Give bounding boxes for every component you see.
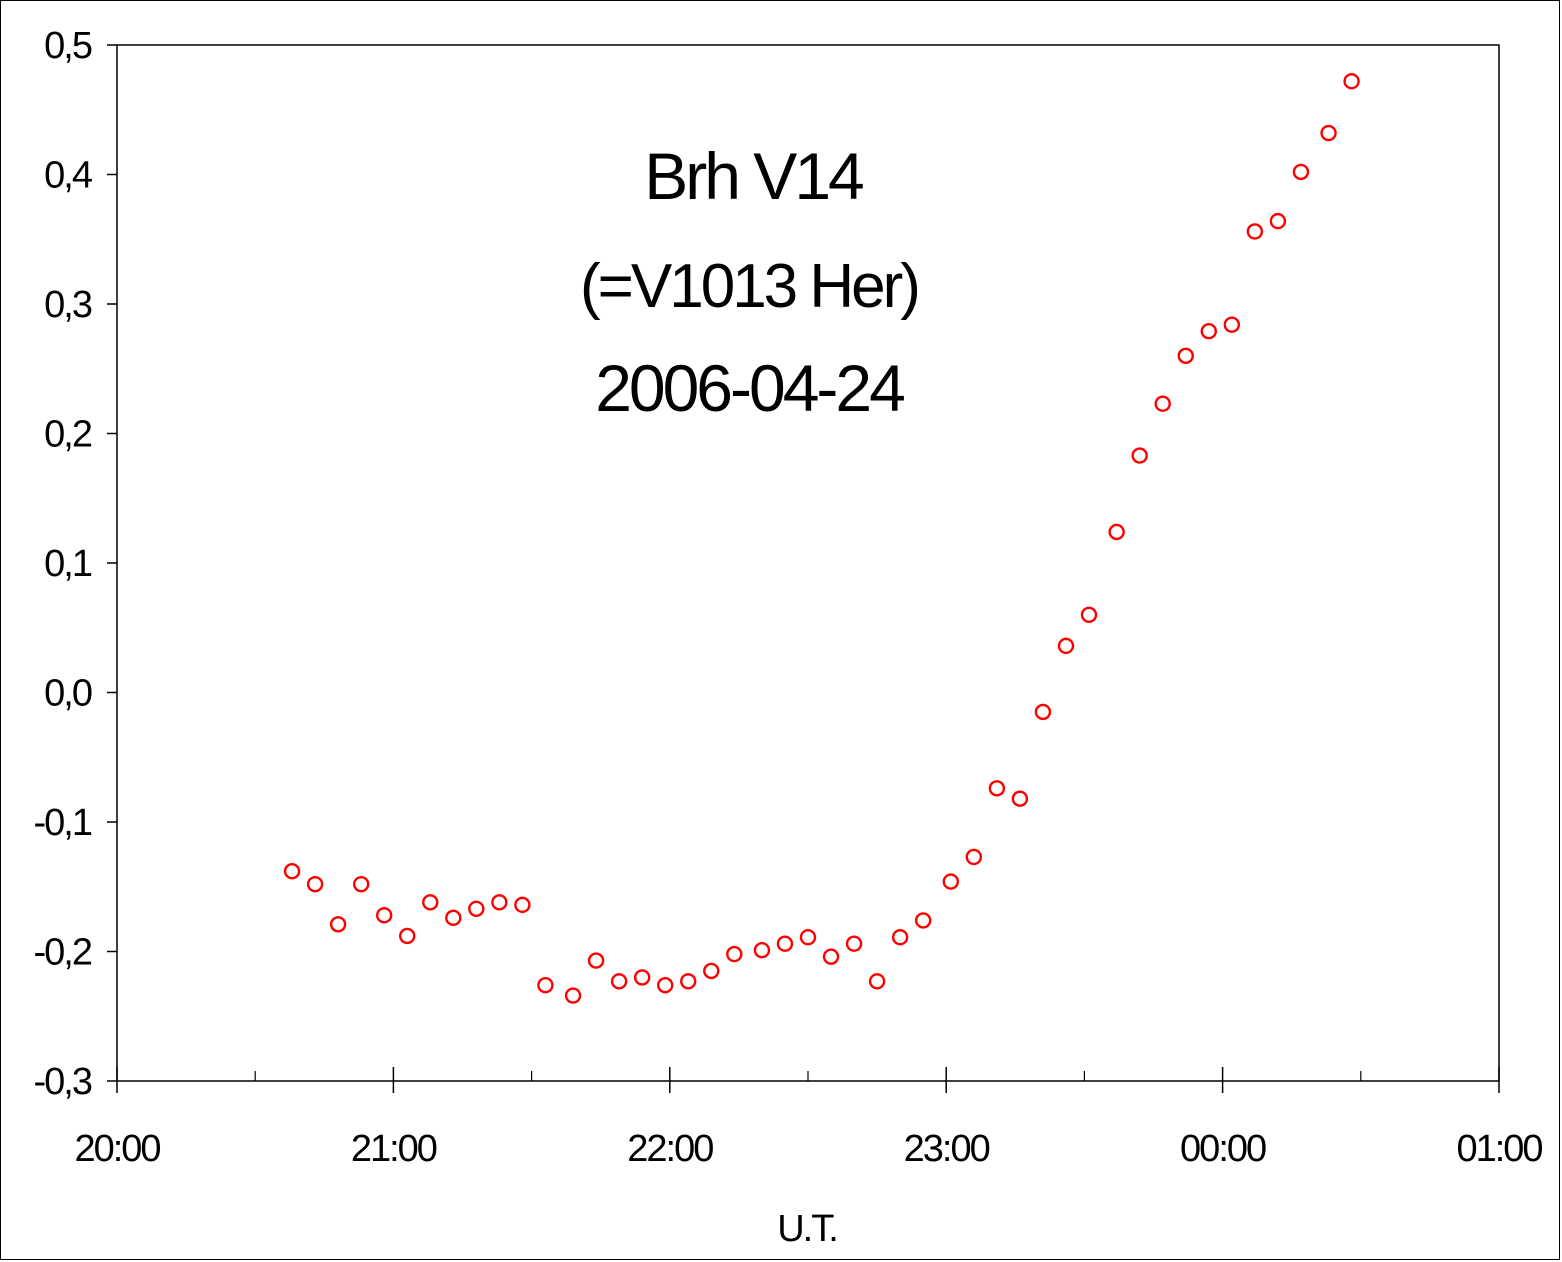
data-point bbox=[965, 848, 983, 866]
data-points bbox=[283, 73, 1360, 1004]
data-point bbox=[656, 976, 674, 994]
y-tick-label: 0,0 bbox=[44, 673, 92, 715]
y-tick-label: -0,2 bbox=[34, 932, 92, 974]
x-tick-label: 01:00 bbox=[1456, 1128, 1542, 1170]
chart-date: 2006-04-24 bbox=[595, 351, 904, 425]
data-point bbox=[845, 935, 863, 952]
data-point bbox=[283, 863, 301, 880]
data-point bbox=[703, 962, 720, 980]
data-point bbox=[776, 935, 794, 952]
data-point bbox=[680, 973, 697, 990]
y-tick-label: -0,1 bbox=[34, 802, 92, 844]
data-point bbox=[399, 927, 416, 945]
data-point bbox=[422, 894, 439, 911]
data-point bbox=[306, 875, 324, 893]
data-point bbox=[1131, 447, 1148, 464]
x-axis-label: U.T. bbox=[777, 1208, 837, 1250]
data-point bbox=[1246, 223, 1264, 240]
data-point bbox=[1154, 395, 1171, 412]
data-point bbox=[514, 896, 531, 914]
data-point bbox=[988, 780, 1006, 797]
data-point bbox=[1292, 163, 1310, 181]
data-point bbox=[587, 952, 605, 969]
chart-title: Brh V14 bbox=[644, 139, 863, 213]
data-point bbox=[610, 973, 628, 990]
data-point bbox=[1269, 212, 1287, 230]
y-tick-label: 0,5 bbox=[44, 25, 92, 67]
data-point bbox=[942, 873, 960, 890]
data-point bbox=[1057, 637, 1075, 655]
y-tick-label: 0,1 bbox=[44, 543, 92, 585]
data-point bbox=[1177, 347, 1194, 364]
data-point bbox=[1011, 790, 1029, 807]
x-tick-label: 22:00 bbox=[627, 1128, 713, 1170]
data-point bbox=[1343, 73, 1360, 90]
data-point bbox=[891, 929, 909, 946]
data-point bbox=[468, 900, 485, 917]
data-point bbox=[1108, 523, 1125, 541]
data-point bbox=[445, 909, 462, 927]
data-point bbox=[352, 875, 370, 893]
data-point bbox=[868, 973, 886, 990]
y-axis: 0,5 0,4 0,3 0,2 0,1 0,0 -0,1 -0,2 -0,3 bbox=[34, 25, 117, 1103]
plot-area bbox=[116, 44, 1500, 1082]
y-tick-label: -0,3 bbox=[34, 1061, 92, 1103]
x-axis: 20:00 21:00 22:00 23:00 00:00 01:00 bbox=[74, 1067, 1544, 1170]
data-point bbox=[822, 948, 840, 965]
y-tick-label: 0,2 bbox=[44, 414, 92, 456]
data-point bbox=[914, 912, 932, 929]
data-point bbox=[1034, 703, 1052, 721]
y-tick-label: 0,4 bbox=[44, 155, 93, 197]
data-point bbox=[633, 969, 651, 986]
x-tick-label: 20:00 bbox=[74, 1128, 160, 1170]
x-tick-label: 23:00 bbox=[904, 1128, 990, 1170]
data-point bbox=[726, 945, 743, 963]
data-point bbox=[753, 942, 771, 959]
data-point bbox=[491, 894, 508, 911]
data-point bbox=[1080, 606, 1098, 623]
x-tick-label: 00:00 bbox=[1180, 1128, 1266, 1170]
data-point bbox=[1200, 322, 1217, 340]
data-point bbox=[1223, 316, 1241, 333]
data-point bbox=[564, 987, 582, 1004]
x-tick-label: 21:00 bbox=[351, 1128, 437, 1170]
data-point bbox=[537, 976, 554, 994]
data-point bbox=[375, 907, 393, 924]
data-point bbox=[1320, 124, 1337, 142]
chart-subtitle: (=V1013 Her) bbox=[580, 252, 918, 321]
y-tick-label: 0,3 bbox=[44, 284, 92, 326]
data-point bbox=[329, 916, 347, 933]
data-point bbox=[799, 929, 817, 946]
